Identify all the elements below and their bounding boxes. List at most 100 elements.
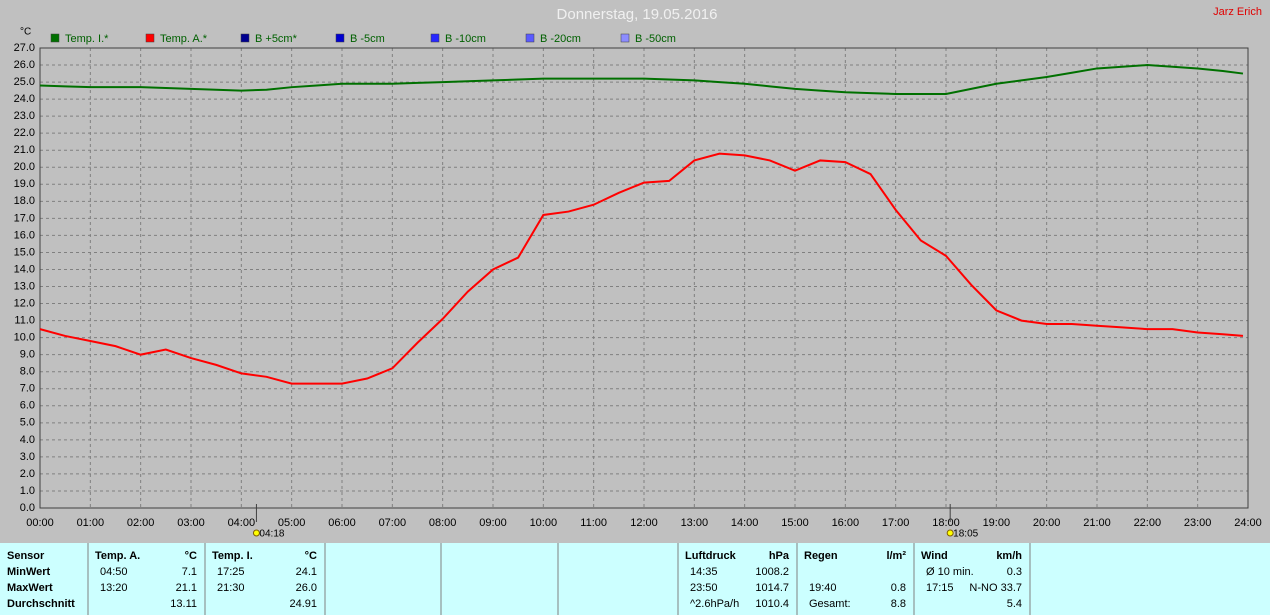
stats-cell: 17:25 xyxy=(217,566,245,578)
legend-label: B -20cm xyxy=(540,33,581,45)
y-tick-label: 11.0 xyxy=(14,314,35,326)
x-tick-label: 00:00 xyxy=(26,517,54,529)
y-tick-label: 6.0 xyxy=(20,400,35,412)
x-tick-label: 04:00 xyxy=(228,517,256,529)
x-tick-label: 11:00 xyxy=(580,517,607,529)
x-tick-label: 03:00 xyxy=(177,517,205,529)
legend-label: B -5cm xyxy=(350,33,385,45)
stats-cell: 5.4 xyxy=(1007,598,1022,610)
y-tick-label: 13.0 xyxy=(14,280,35,292)
x-tick-label: 15:00 xyxy=(781,517,809,529)
x-tick-label: 19:00 xyxy=(983,517,1011,529)
y-tick-label: 15.0 xyxy=(14,246,35,258)
legend-swatch xyxy=(145,33,155,43)
legend-swatch xyxy=(240,33,250,43)
y-tick-label: 19.0 xyxy=(14,178,35,190)
sun-time: 04:18 xyxy=(259,529,284,540)
chart-title: Donnerstag, 19.05.2016 xyxy=(557,6,718,23)
y-tick-label: 1.0 xyxy=(20,485,35,497)
stats-cell: 1010.4 xyxy=(755,598,789,610)
sun-icon xyxy=(252,529,260,537)
legend-swatch xyxy=(335,33,345,43)
legend-label: B -10cm xyxy=(445,33,486,45)
stats-cell: Gesamt: xyxy=(809,598,851,610)
sun-time: 18:05 xyxy=(953,529,978,540)
x-tick-label: 06:00 xyxy=(328,517,356,529)
stats-cell: ^2.6hPa/h xyxy=(690,598,739,610)
y-tick-label: 20.0 xyxy=(14,161,35,173)
legend-label: Temp. I.* xyxy=(65,33,109,45)
stats-header: Temp. A. xyxy=(95,550,140,562)
y-tick-label: 5.0 xyxy=(20,417,35,429)
x-tick-label: 09:00 xyxy=(479,517,507,529)
y-tick-label: 27.0 xyxy=(14,42,35,54)
stats-cell: 24.91 xyxy=(289,598,317,610)
y-unit: °C xyxy=(20,27,31,38)
y-tick-label: 23.0 xyxy=(14,110,35,122)
x-tick-label: 18:00 xyxy=(932,517,960,529)
x-tick-label: 13:00 xyxy=(681,517,709,529)
stats-cell: N-NO 33.7 xyxy=(969,582,1022,594)
stats-header: Wind xyxy=(921,550,948,562)
x-tick-label: 21:00 xyxy=(1083,517,1111,529)
line xyxy=(39,64,1244,95)
x-tick-label: 24:00 xyxy=(1234,517,1262,529)
y-tick-label: 8.0 xyxy=(20,366,35,378)
author: Jarz Erich xyxy=(1213,6,1262,18)
plot-frame xyxy=(39,47,1249,509)
x-tick-label: 02:00 xyxy=(127,517,155,529)
y-tick-label: 10.0 xyxy=(14,332,35,344)
stats-header: °C xyxy=(185,550,197,562)
y-tick-label: 24.0 xyxy=(14,93,35,105)
y-tick-label: 14.0 xyxy=(14,263,35,275)
legend-swatch xyxy=(525,33,535,43)
legend-swatch xyxy=(50,33,60,43)
stats-cell: 13.11 xyxy=(170,598,197,610)
x-tick-label: 14:00 xyxy=(731,517,759,529)
stats-cell: 1008.2 xyxy=(755,566,789,578)
sun-icon xyxy=(946,529,954,537)
legend-swatch xyxy=(620,33,630,43)
stats-header: Temp. I. xyxy=(212,550,253,562)
y-tick-label: 22.0 xyxy=(14,127,35,139)
stats-cell: Ø 10 min. xyxy=(926,566,974,578)
stats-cell: 21.1 xyxy=(176,582,197,594)
stats-header: l/m² xyxy=(886,550,906,562)
stats-cell: 17:15 xyxy=(926,582,954,594)
y-tick-label: 26.0 xyxy=(14,59,35,71)
x-tick-label: 22:00 xyxy=(1134,517,1162,529)
stats-cell: 0.8 xyxy=(891,582,906,594)
y-tick-label: 21.0 xyxy=(14,144,35,156)
stats-cell: 04:50 xyxy=(100,566,128,578)
stats-cell: 24.1 xyxy=(296,566,317,578)
stats-cell: 13:20 xyxy=(100,582,128,594)
stats-panel xyxy=(0,543,1270,615)
stats-cell: MinWert xyxy=(7,566,51,578)
y-tick-label: 25.0 xyxy=(14,76,35,88)
x-tick-label: 07:00 xyxy=(379,517,407,529)
y-tick-label: 18.0 xyxy=(14,195,35,207)
x-tick-label: 17:00 xyxy=(882,517,910,529)
stats-header: km/h xyxy=(996,550,1022,562)
stats-cell: 19:40 xyxy=(809,582,837,594)
stats-cell: 14:35 xyxy=(690,566,718,578)
y-tick-label: 4.0 xyxy=(20,434,35,446)
line xyxy=(39,152,1244,385)
x-tick-label: 08:00 xyxy=(429,517,457,529)
stats-cell: 7.1 xyxy=(182,566,197,578)
stats-cell: 8.8 xyxy=(891,598,906,610)
y-tick-label: 9.0 xyxy=(20,349,35,361)
y-tick-label: 16.0 xyxy=(14,229,35,241)
stats-cell: MaxWert xyxy=(7,582,53,594)
x-tick-label: 01:00 xyxy=(77,517,105,529)
legend-label: B +5cm* xyxy=(255,33,298,45)
x-tick-label: 12:00 xyxy=(630,517,658,529)
stats-cell: 21:30 xyxy=(217,582,245,594)
stats-cell: 26.0 xyxy=(296,582,317,594)
legend-swatch xyxy=(430,33,440,43)
x-tick-label: 23:00 xyxy=(1184,517,1212,529)
x-tick-label: 20:00 xyxy=(1033,517,1061,529)
stats-header: hPa xyxy=(769,550,790,562)
